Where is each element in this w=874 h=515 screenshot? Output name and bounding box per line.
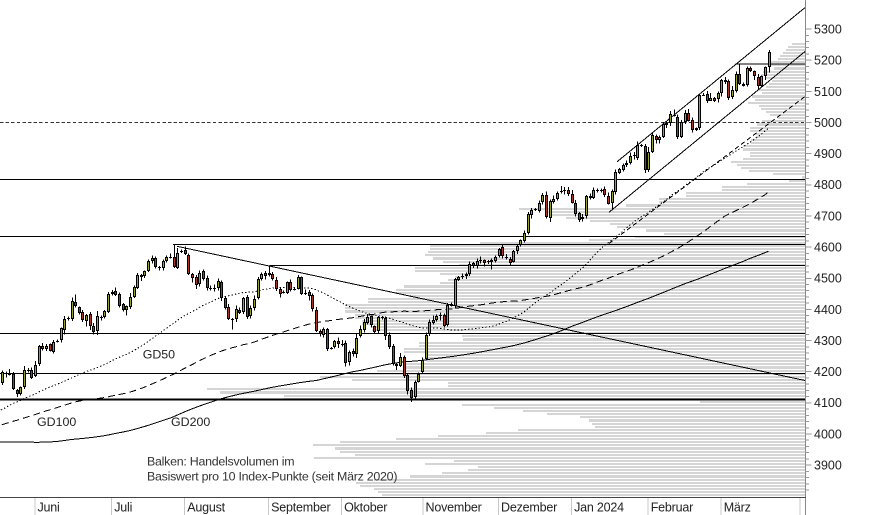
svg-text:5300: 5300 — [814, 22, 842, 36]
svg-text:4800: 4800 — [814, 178, 842, 192]
svg-text:5200: 5200 — [814, 54, 842, 68]
svg-text:Dezember: Dezember — [501, 501, 557, 515]
svg-text:4000: 4000 — [814, 427, 842, 441]
svg-text:4900: 4900 — [814, 147, 842, 161]
svg-text:Basiswert pro 10 Index-Punkte: Basiswert pro 10 Index-Punkte (seit März… — [147, 470, 397, 484]
svg-text:GD50: GD50 — [143, 348, 175, 362]
svg-text:4300: 4300 — [814, 334, 842, 348]
svg-text:September: September — [271, 501, 330, 515]
svg-text:4400: 4400 — [814, 303, 842, 317]
svg-text:November: November — [426, 501, 482, 515]
svg-text:4500: 4500 — [814, 272, 842, 286]
svg-text:5000: 5000 — [814, 116, 842, 130]
svg-text:4200: 4200 — [814, 365, 842, 379]
svg-text:4700: 4700 — [814, 209, 842, 223]
svg-text:4600: 4600 — [814, 241, 842, 255]
svg-text:Jan 2024: Jan 2024 — [574, 501, 624, 515]
svg-text:Balken: Handelsvolumen im: Balken: Handelsvolumen im — [147, 455, 294, 469]
svg-text:März: März — [724, 501, 751, 515]
svg-text:4100: 4100 — [814, 396, 842, 410]
svg-text:GD200: GD200 — [171, 415, 210, 429]
svg-text:August: August — [187, 501, 225, 515]
svg-text:5100: 5100 — [814, 85, 842, 99]
svg-text:Juni: Juni — [38, 501, 60, 515]
svg-text:Oktober: Oktober — [344, 501, 387, 515]
svg-text:Februar: Februar — [651, 501, 693, 515]
svg-text:Juli: Juli — [114, 501, 132, 515]
svg-text:GD100: GD100 — [37, 415, 76, 429]
svg-text:3900: 3900 — [814, 459, 842, 473]
